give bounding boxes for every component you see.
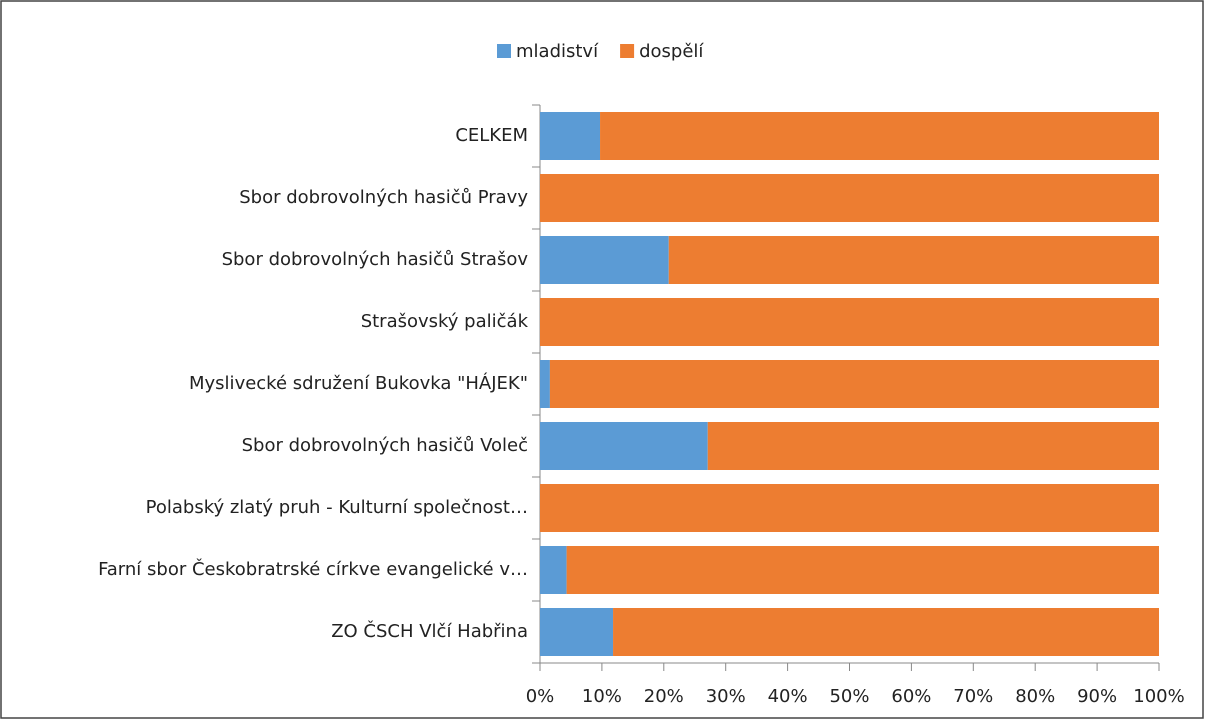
x-tick-label: 60% [891, 686, 931, 707]
bar-segment [540, 360, 550, 408]
x-tick-label: 50% [829, 686, 869, 707]
x-tick-label: 80% [1015, 686, 1055, 707]
bar-segment [540, 422, 708, 470]
bar-segment [668, 236, 1159, 284]
bar-segment [540, 236, 669, 284]
bar-segment [540, 112, 601, 160]
x-tick-label: 30% [706, 686, 746, 707]
y-tick-label: Sbor dobrovolných hasičů Strašov [222, 249, 529, 270]
x-tick-label: 100% [1133, 686, 1184, 707]
bar-segment [540, 608, 614, 656]
x-tick-label: 20% [644, 686, 684, 707]
y-tick-label: Polabský zlatý pruh - Kulturní společnos… [146, 497, 528, 518]
bar-segment [613, 608, 1159, 656]
bar-segment [566, 546, 1159, 594]
y-tick-label: Sbor dobrovolných hasičů Pravy [239, 187, 528, 208]
bar-segment [540, 174, 1159, 222]
x-tick-label: 0% [526, 686, 555, 707]
y-tick-label: ZO ČSCH Vlčí Habřina [331, 620, 528, 642]
bar-segment [600, 112, 1159, 160]
y-tick-label: Sbor dobrovolných hasičů Voleč [242, 435, 528, 456]
x-tick-label: 40% [768, 686, 808, 707]
y-tick-label: CELKEM [455, 125, 528, 146]
y-tick-label: Strašovský paličák [361, 311, 529, 332]
legend-swatch [620, 44, 635, 58]
bar-segment [540, 298, 1159, 346]
x-tick-label: 70% [953, 686, 993, 707]
y-tick-label: Farní sbor Českobratrské církve evangeli… [98, 558, 528, 580]
bar-segment [549, 360, 1159, 408]
y-tick-label: Myslivecké sdružení Bukovka "HÁJEK" [189, 372, 528, 394]
legend-label: mladiství [516, 41, 599, 62]
bar-segment [707, 422, 1159, 470]
x-tick-label: 90% [1077, 686, 1117, 707]
bar-segment [540, 484, 1159, 532]
bar-segment [540, 546, 567, 594]
x-tick-label: 10% [582, 686, 622, 707]
legend-swatch [497, 44, 511, 58]
legend-label: dospělí [639, 41, 704, 62]
